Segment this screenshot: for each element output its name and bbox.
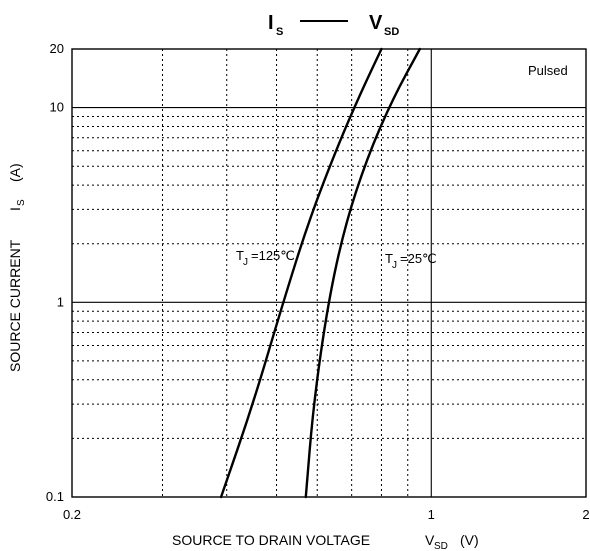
y-axis-label-main: SOURCE CURRENT [7,239,23,372]
series-tj-125-label-sub: J [243,257,248,268]
plot-frame [71,48,587,498]
pulsed-annotation: Pulsed [528,63,568,78]
y-axis-label: SOURCE CURRENT I S (A) [7,163,27,372]
x-axis-label-symbol: V [425,532,435,548]
y-axis-label-unit: (A) [7,163,23,182]
x-axis-label: SOURCE TO DRAIN VOLTAGE V SD (V) [172,532,479,551]
series-tj-25-label-rest: =25℃ [400,251,437,266]
y-axis-label-symbol: I [7,207,23,211]
chart-curves [219,47,422,499]
x-axis-label-unit: (V) [460,532,479,548]
x-tick-label: 0.2 [63,507,81,522]
x-tick-label: 1 [428,507,435,522]
y-tick-label: 10 [50,100,64,115]
series-tj-25-label-sub: J [392,260,397,271]
series-tj-125-label-rest: =125℃ [251,248,295,263]
chart-title-left-main: I [268,12,274,34]
series-tj-125-curve [219,47,383,499]
chart-title-right-sub: SD [384,26,399,38]
series-tj-25-curve [304,47,422,499]
y-tick-label: 1 [57,294,64,309]
x-tick-label: 2 [582,507,589,522]
series-tj-25-label-t: T [385,251,393,266]
x-axis-label-subscript: SD [434,541,448,551]
chart-title: I S V SD [268,12,399,38]
series-tj-125-label-t: T [236,248,244,263]
y-tick-label: 20 [50,41,64,56]
chart-title-left-sub: S [276,26,283,38]
y-tick-label: 0.1 [46,489,64,504]
chart-title-right-main: V [369,12,383,34]
y-axis-label-subscript: S [16,199,27,206]
chart-grid [72,49,586,497]
x-axis-label-main: SOURCE TO DRAIN VOLTAGE [172,532,370,548]
